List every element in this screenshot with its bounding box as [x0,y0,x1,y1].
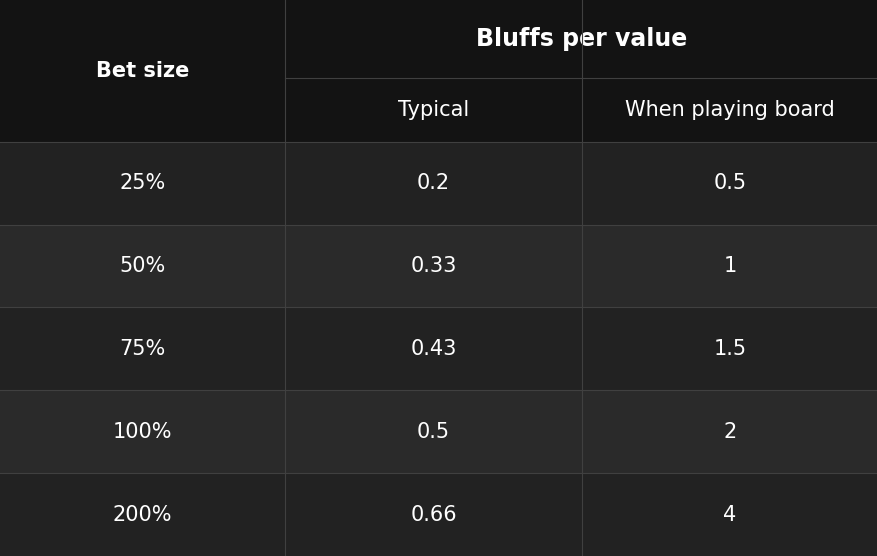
Bar [285,0,877,78]
Text: 0.43: 0.43 [410,339,456,359]
Bar [285,390,581,473]
Bar [581,473,877,556]
Bar [581,390,877,473]
Bar [581,142,877,225]
Bar [285,225,581,307]
Text: 0.66: 0.66 [410,505,456,524]
Text: 1.5: 1.5 [712,339,745,359]
Bar [581,307,877,390]
Bar [285,307,581,390]
Text: 0.5: 0.5 [712,173,745,193]
Bar [285,142,581,225]
Text: 50%: 50% [119,256,166,276]
Bar [0,307,285,390]
Text: 200%: 200% [113,505,172,524]
Bar [581,225,877,307]
Bar [285,473,581,556]
Text: 4: 4 [723,505,736,524]
Text: 0.2: 0.2 [417,173,450,193]
Text: 1: 1 [723,256,736,276]
Bar [285,78,581,142]
Text: 0.33: 0.33 [410,256,456,276]
Text: 75%: 75% [119,339,166,359]
Bar [0,473,285,556]
Bar [0,0,285,142]
Bar [0,142,285,225]
Text: 0.5: 0.5 [417,422,450,441]
Text: Bluffs per value: Bluffs per value [475,27,687,51]
Text: 25%: 25% [119,173,166,193]
Text: 2: 2 [723,422,736,441]
Bar [581,78,877,142]
Text: When playing board: When playing board [624,100,834,120]
Bar [0,225,285,307]
Bar [0,390,285,473]
Text: Bet size: Bet size [96,61,189,81]
Text: 100%: 100% [113,422,172,441]
Text: Typical: Typical [397,100,468,120]
